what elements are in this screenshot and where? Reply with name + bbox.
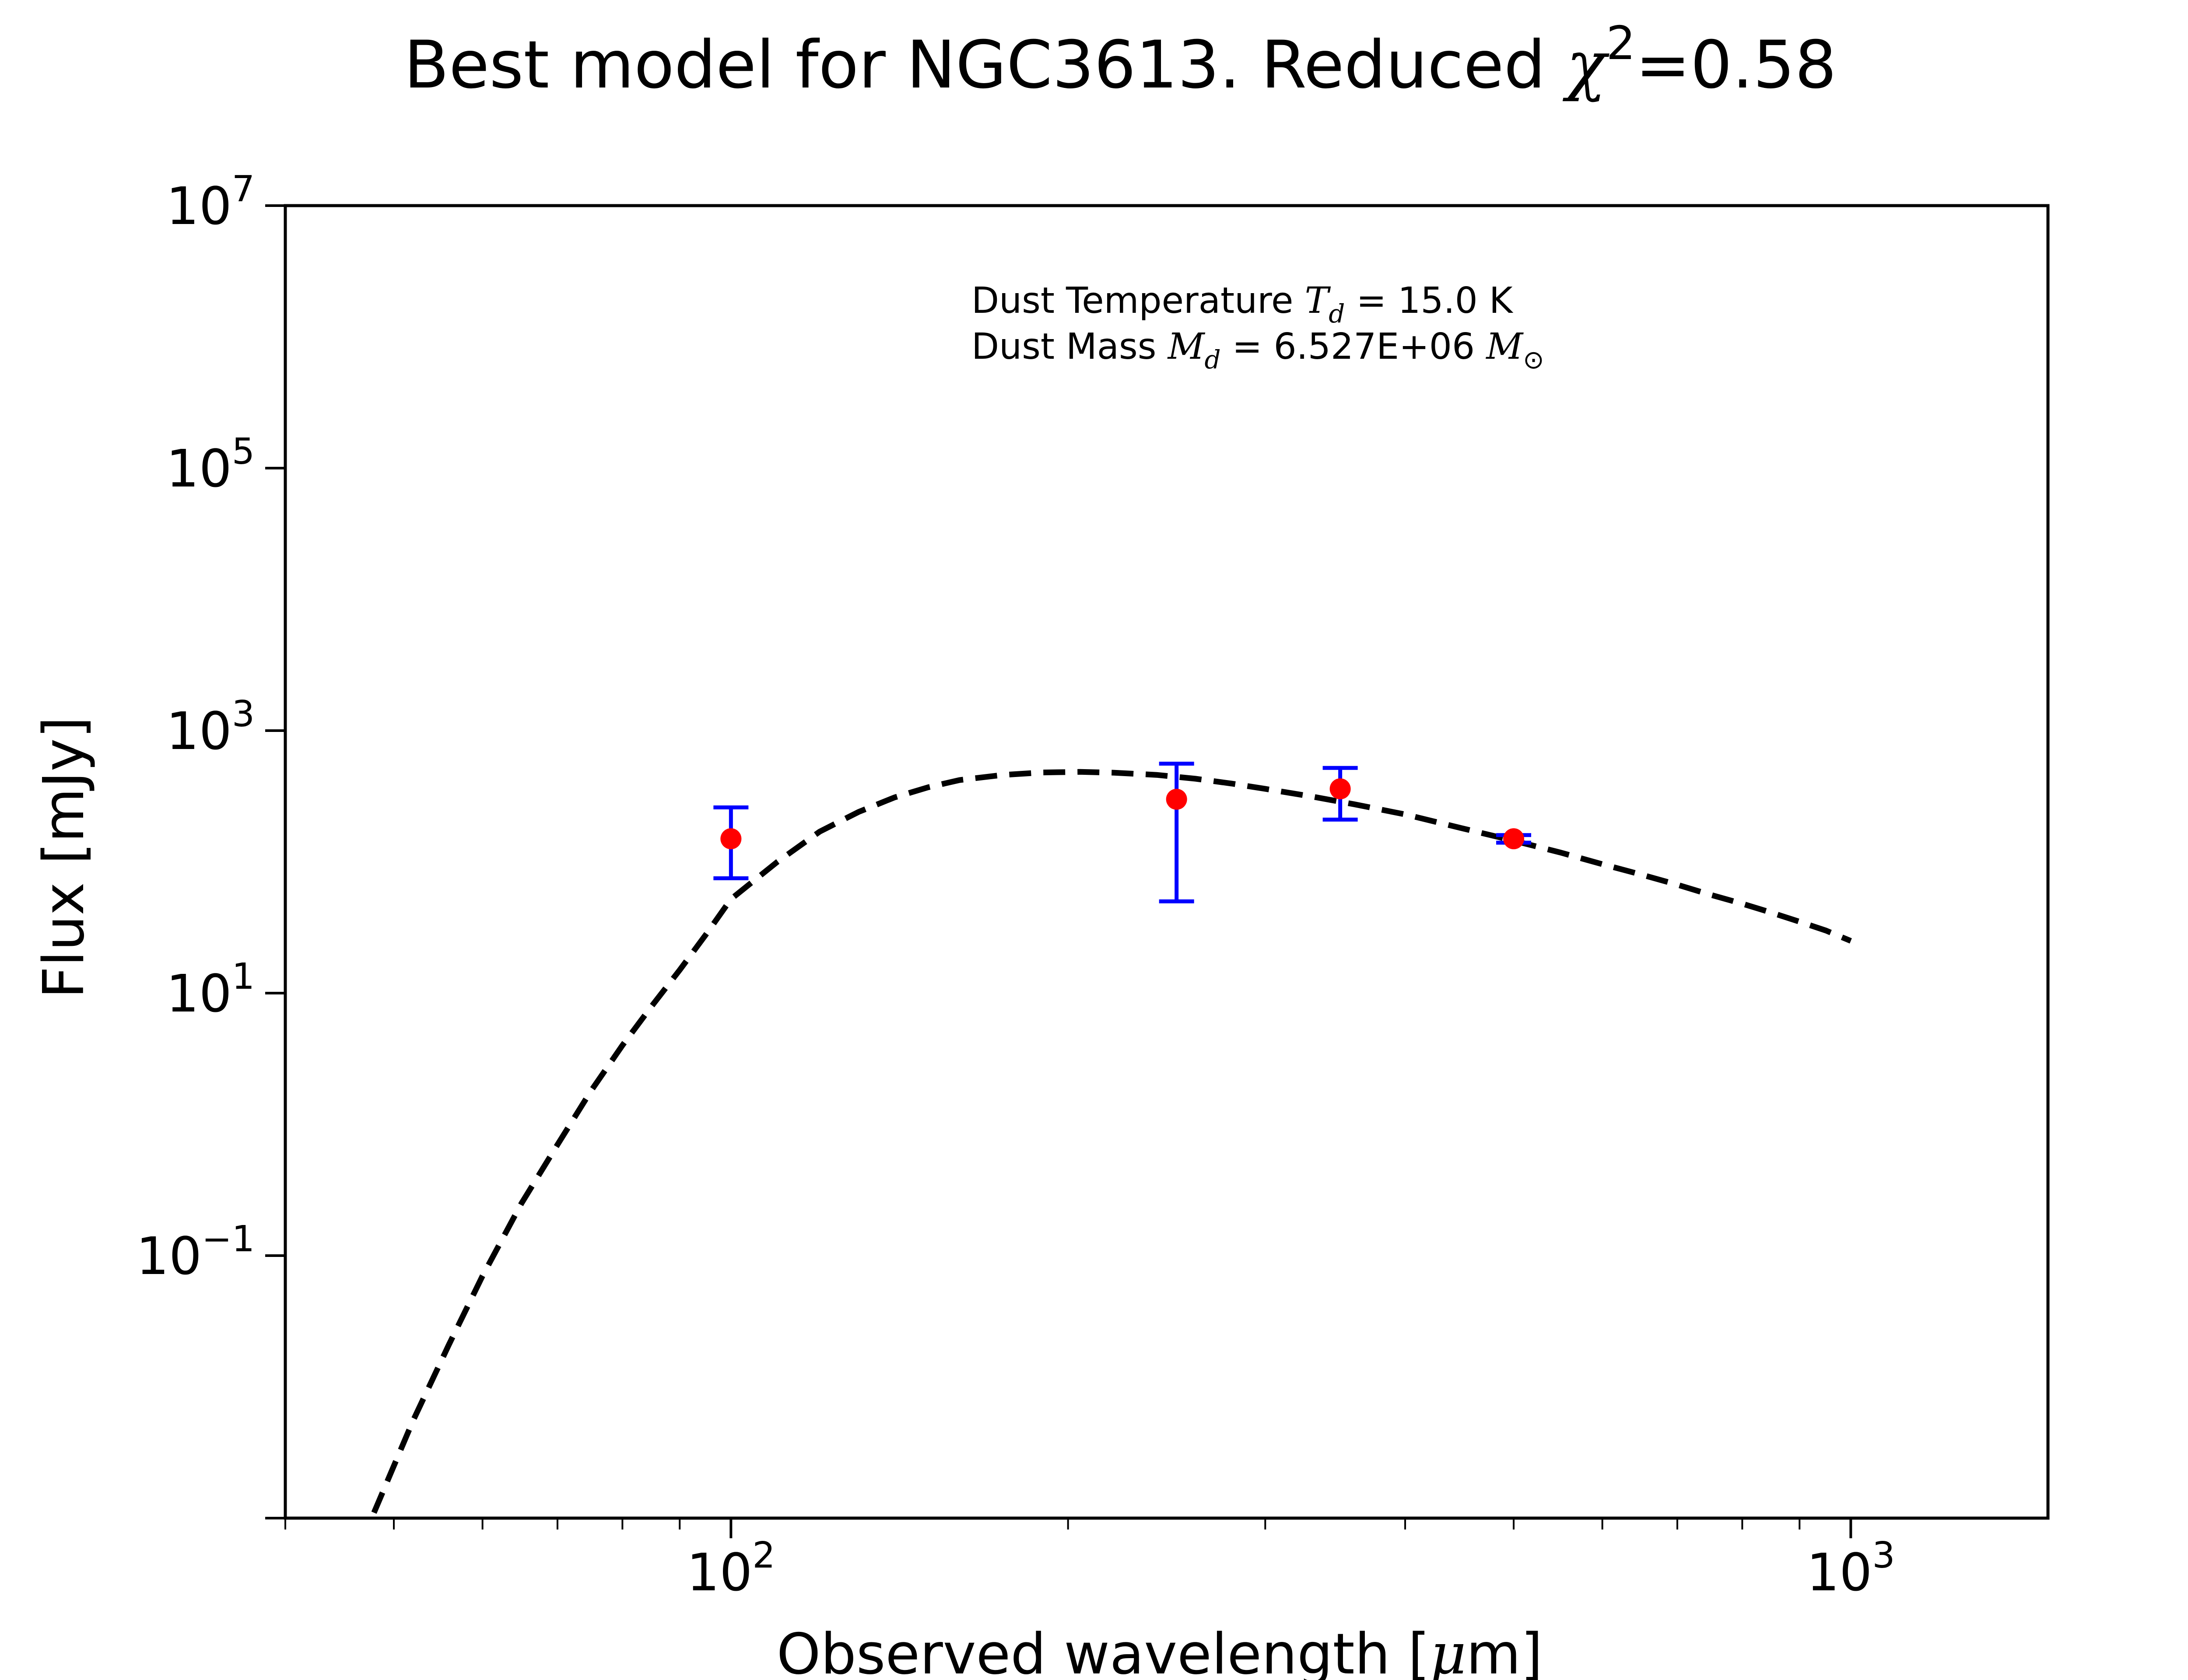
x-tick-label-1: 102 xyxy=(687,1535,775,1603)
plot-frame xyxy=(284,204,2050,1520)
plot-area xyxy=(371,762,1852,1514)
annotation-temperature: Dust Temperature Td = 15.0 K xyxy=(971,280,1514,329)
y-tick-label-3: 103 xyxy=(166,693,255,761)
data-point-1 xyxy=(720,828,742,850)
y-tick-label-4: 105 xyxy=(166,431,255,499)
y-tick-label-2: 101 xyxy=(166,956,255,1024)
y-tick-label-5: 107 xyxy=(166,168,255,236)
data-point-2 xyxy=(1166,788,1187,810)
axis-ticks: 102 103 10−1 101 103 105 107 xyxy=(136,168,1895,1603)
chart-title: Best model for NGC3613. Reduced χ2=0.58 xyxy=(404,17,1837,103)
y-axis-label: Flux [mJy] xyxy=(32,717,97,999)
y-tick-label-1: 10−1 xyxy=(136,1218,255,1286)
annotation-mass: Dust Mass Md = 6.527E+06 M⊙ xyxy=(971,326,1544,374)
x-axis-label: Observed wavelength [μm] xyxy=(777,1622,1543,1680)
data-point-4 xyxy=(1503,828,1525,850)
x-tick-label-2: 103 xyxy=(1806,1535,1895,1603)
model-curve-line xyxy=(371,769,1852,1514)
data-point-3 xyxy=(1329,778,1351,800)
